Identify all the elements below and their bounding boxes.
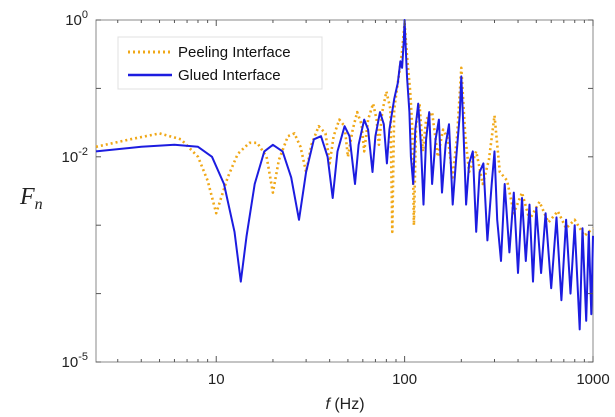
x-tick-label: 100 [392, 371, 417, 388]
series-layer [95, 19, 594, 331]
y-axis-label-main: F [19, 184, 35, 210]
series-line-1 [95, 19, 594, 331]
y-axis-label-sub: n [35, 196, 43, 213]
tick-layer [96, 19, 594, 363]
x-axis-label: f (Hz) [325, 396, 364, 413]
legend: Peeling Interface Glued Interface [117, 36, 323, 90]
x-tick-label: 1000 [576, 371, 609, 388]
y-tick-labels: 100 10-2 10-5 [62, 9, 88, 371]
y-axis-label: Fn [19, 184, 43, 213]
x-tick-labels: 10 100 1000 [208, 371, 610, 388]
legend-label-glued: Glued Interface [178, 67, 281, 84]
legend-label-peeling: Peeling Interface [178, 44, 291, 61]
x-axis-label-unit: (Hz) [330, 396, 365, 413]
legend-box [117, 36, 323, 90]
y-tick-label: 10-2 [62, 146, 88, 166]
x-axis-label-var: f [325, 396, 331, 413]
x-tick-label: 10 [208, 371, 225, 388]
y-tick-label: 100 [65, 9, 88, 29]
y-tick-label: 10-5 [62, 351, 88, 371]
series-line-0 [95, 21, 594, 238]
